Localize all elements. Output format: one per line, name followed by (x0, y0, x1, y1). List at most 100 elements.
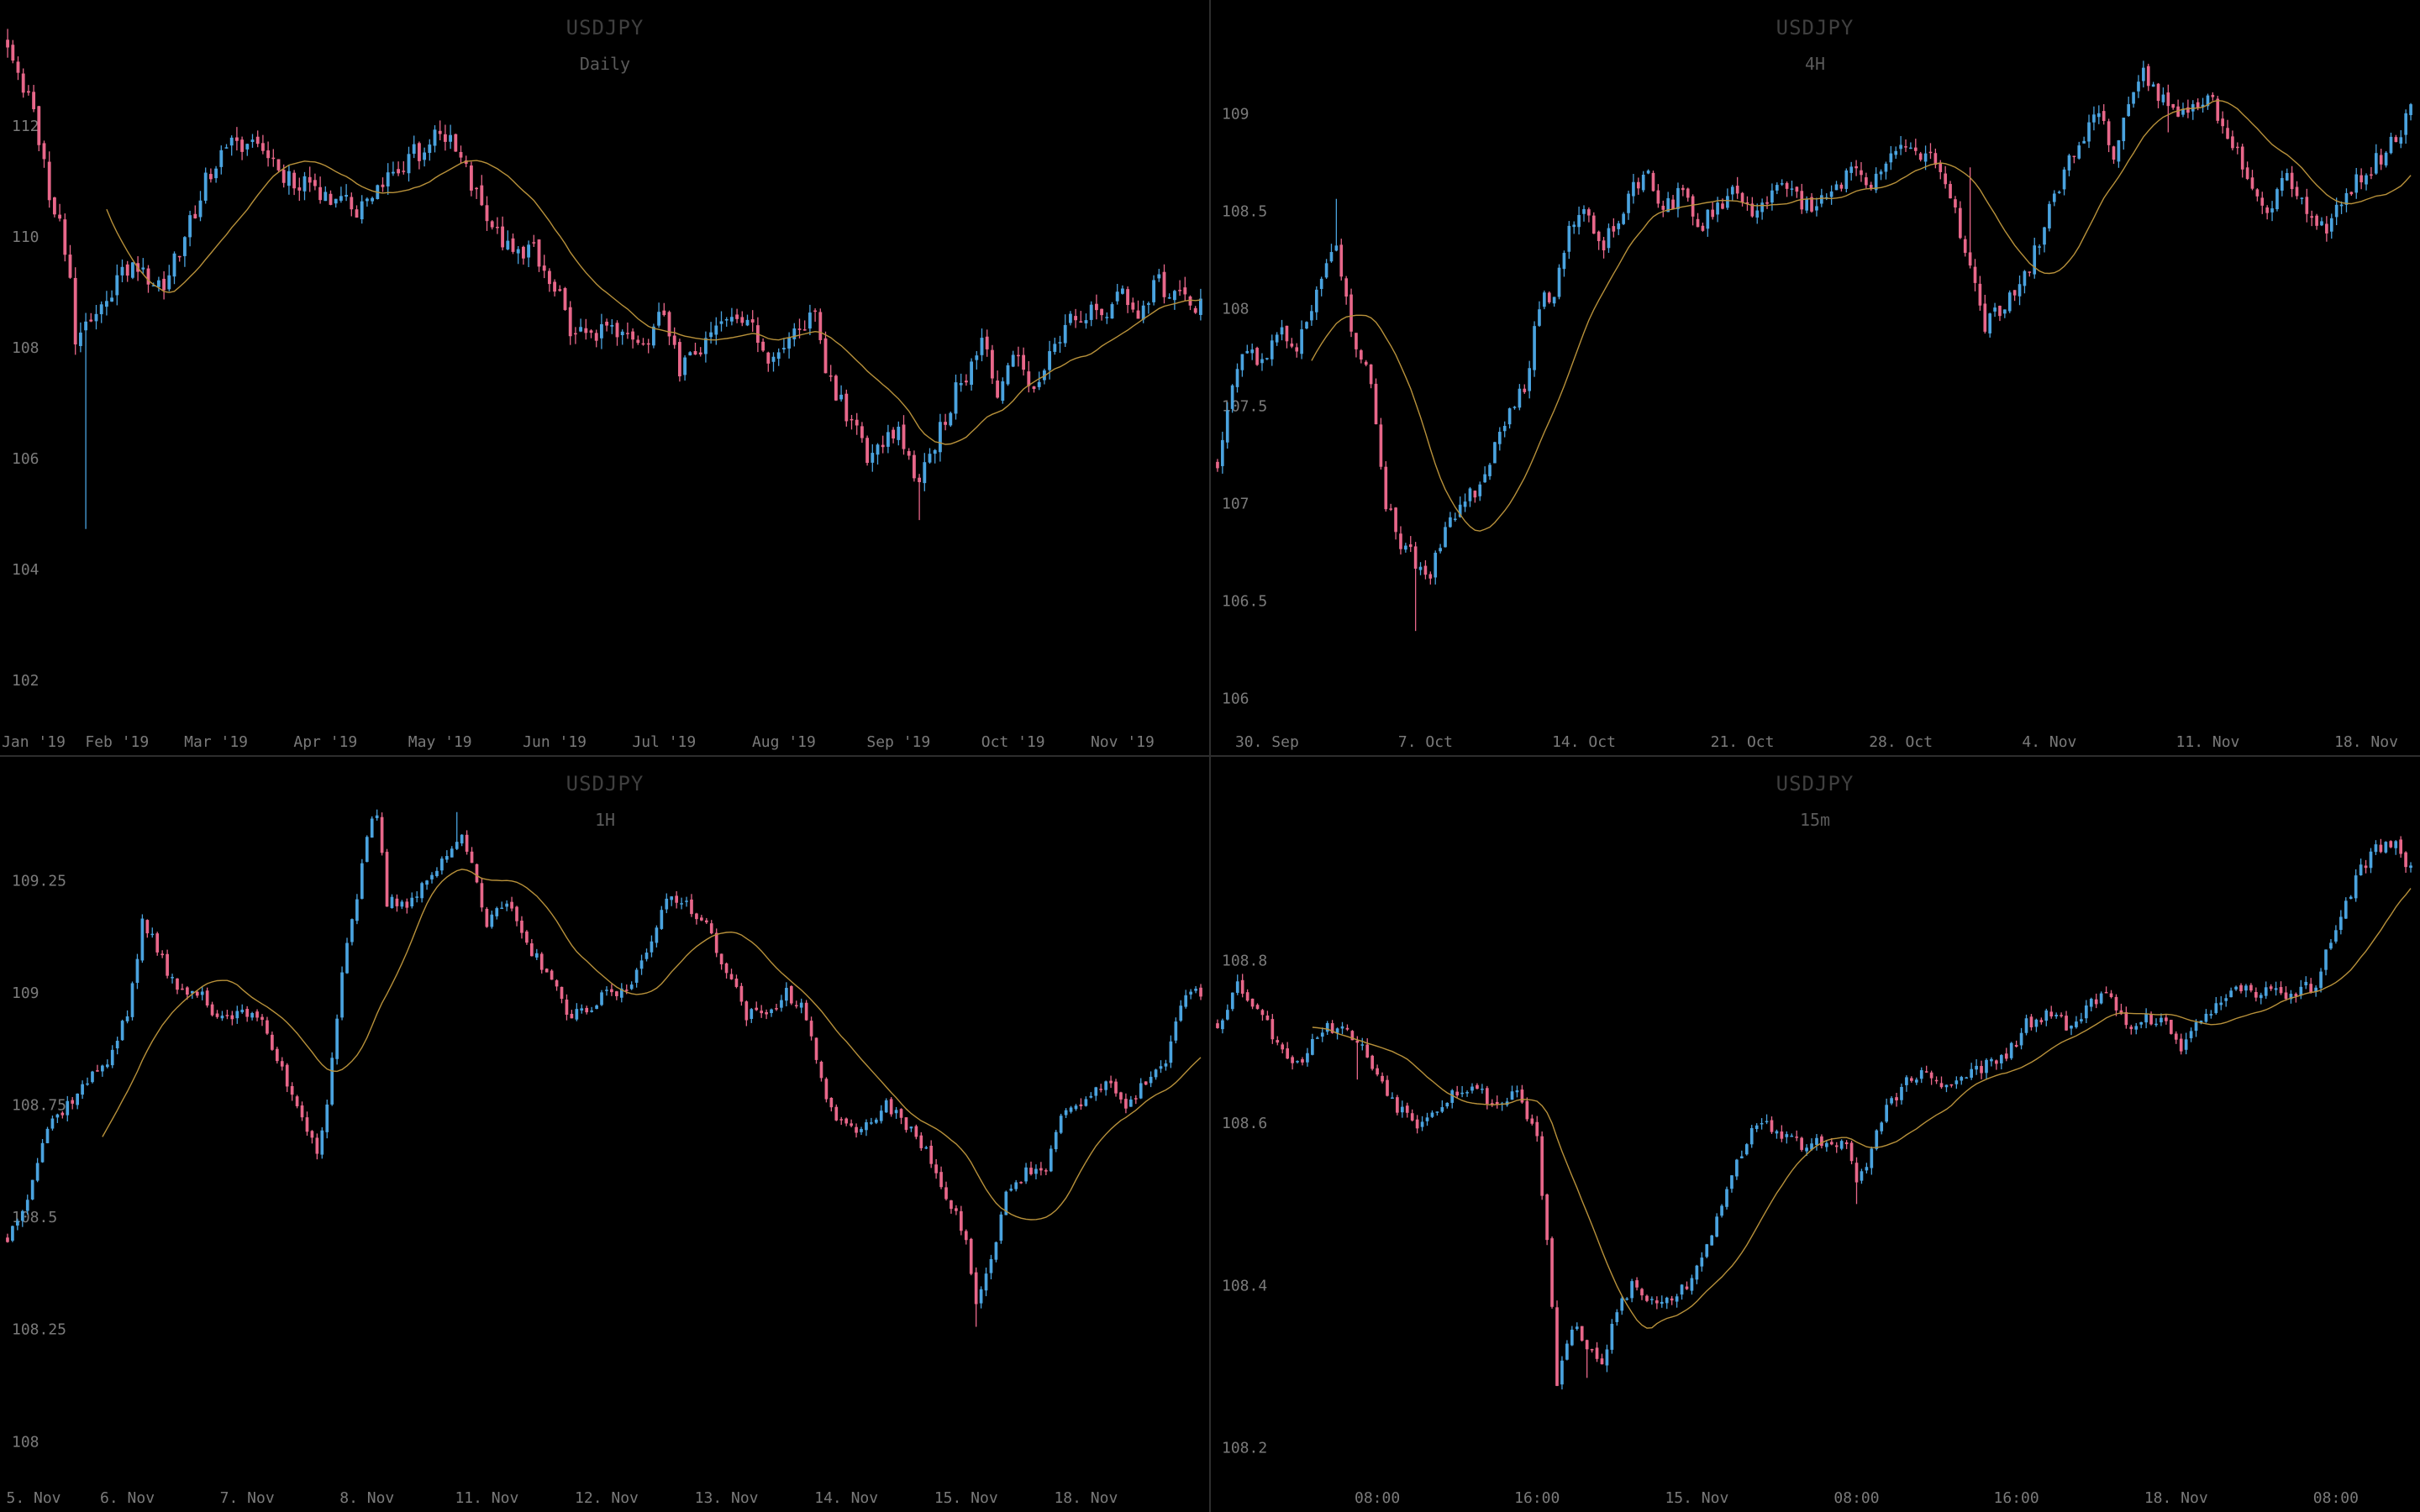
candle[interactable] (485, 908, 489, 927)
candle[interactable] (2325, 223, 2328, 234)
candle[interactable] (2221, 118, 2224, 127)
candle[interactable] (2409, 104, 2412, 116)
candle[interactable] (615, 323, 619, 338)
candle[interactable] (1998, 306, 2002, 317)
candle[interactable] (2310, 216, 2314, 218)
candle[interactable] (235, 1011, 239, 1019)
candle[interactable] (1730, 1175, 1733, 1189)
candle[interactable] (1124, 1099, 1128, 1109)
candle[interactable] (1413, 546, 1418, 570)
candle[interactable] (1585, 1340, 1589, 1350)
candle[interactable] (2349, 896, 2353, 900)
candle[interactable] (40, 1142, 45, 1163)
candle[interactable] (1468, 488, 1472, 501)
candle[interactable] (1349, 294, 1353, 332)
candle[interactable] (1635, 1280, 1639, 1288)
candle[interactable] (2274, 988, 2278, 990)
candle[interactable] (2114, 996, 2118, 1011)
candle[interactable] (1995, 1060, 1998, 1064)
candle[interactable] (1785, 182, 1789, 189)
candle[interactable] (2102, 111, 2106, 122)
candle[interactable] (539, 953, 544, 970)
candle[interactable] (340, 972, 344, 1018)
candle[interactable] (1355, 333, 1358, 349)
candle[interactable] (1074, 316, 1078, 321)
candle[interactable] (1975, 1065, 1978, 1070)
candle[interactable] (240, 139, 245, 152)
candle[interactable] (964, 1231, 968, 1241)
candle[interactable] (1144, 1081, 1148, 1085)
candle[interactable] (2018, 284, 2022, 297)
candle[interactable] (2389, 136, 2393, 154)
candle[interactable] (1615, 1312, 1619, 1322)
candle[interactable] (1188, 296, 1192, 306)
candle[interactable] (1276, 1040, 1280, 1043)
candle[interactable] (125, 264, 129, 276)
candle[interactable] (1281, 1044, 1285, 1050)
candle[interactable] (907, 451, 911, 456)
candle[interactable] (350, 197, 354, 210)
candle[interactable] (1250, 998, 1255, 1007)
candle[interactable] (899, 1109, 903, 1118)
candle[interactable] (68, 255, 72, 278)
candle[interactable] (2360, 175, 2363, 183)
chart-daily[interactable]: USDJPY Daily 112 110 108 106 104 102 Jan '19 Fe… (0, 0, 1210, 756)
candle[interactable] (2226, 128, 2229, 139)
candle[interactable] (2023, 270, 2027, 286)
candle[interactable] (876, 444, 880, 455)
candle[interactable] (1620, 1298, 1624, 1311)
candle[interactable] (440, 858, 444, 871)
candle[interactable] (624, 990, 629, 991)
candle[interactable] (6, 1237, 9, 1242)
candle[interactable] (1691, 196, 1695, 217)
candle[interactable] (2234, 986, 2238, 990)
candle[interactable] (292, 172, 297, 189)
candle[interactable] (1483, 474, 1486, 483)
candle[interactable] (464, 160, 468, 164)
candle[interactable] (2144, 1013, 2148, 1023)
candle[interactable] (1890, 1098, 1893, 1104)
candle[interactable] (250, 139, 255, 143)
candle[interactable] (1365, 1044, 1370, 1058)
candle[interactable] (575, 1009, 579, 1020)
candle[interactable] (2174, 1033, 2178, 1040)
candle[interactable] (32, 92, 36, 109)
candle[interactable] (485, 205, 489, 222)
candle[interactable] (1889, 153, 1893, 163)
candle[interactable] (1970, 1068, 1974, 1078)
candle[interactable] (495, 908, 499, 916)
candle[interactable] (761, 341, 765, 351)
candle[interactable] (2344, 900, 2348, 919)
candle[interactable] (929, 1145, 934, 1164)
candle[interactable] (834, 1106, 839, 1121)
candle[interactable] (2154, 1023, 2158, 1026)
candle[interactable] (370, 818, 374, 838)
candle[interactable] (1376, 1068, 1379, 1075)
candle[interactable] (641, 343, 645, 345)
candle[interactable] (2374, 844, 2378, 853)
candle[interactable] (819, 1062, 823, 1079)
candle[interactable] (1084, 1099, 1088, 1106)
candle[interactable] (2299, 986, 2303, 996)
candle[interactable] (1913, 147, 1918, 151)
candle[interactable] (73, 277, 77, 345)
candle[interactable] (1310, 311, 1313, 321)
candle[interactable] (1572, 224, 1576, 228)
candle[interactable] (2349, 192, 2354, 195)
candle[interactable] (1670, 1298, 1674, 1301)
candle[interactable] (1570, 1329, 1574, 1346)
candle[interactable] (193, 213, 197, 218)
candle[interactable] (1478, 484, 1482, 496)
candle[interactable] (1636, 181, 1640, 189)
candle[interactable] (271, 1034, 274, 1050)
candle[interactable] (1780, 1131, 1784, 1139)
candle[interactable] (2099, 993, 2103, 1004)
candle[interactable] (1875, 1130, 1879, 1149)
candle[interactable] (516, 249, 520, 254)
candle[interactable] (799, 1002, 803, 1008)
candle[interactable] (1420, 1121, 1424, 1127)
candle[interactable] (229, 137, 234, 146)
candle[interactable] (740, 317, 744, 323)
candle[interactable] (2094, 999, 2098, 1005)
candle[interactable] (745, 319, 750, 326)
